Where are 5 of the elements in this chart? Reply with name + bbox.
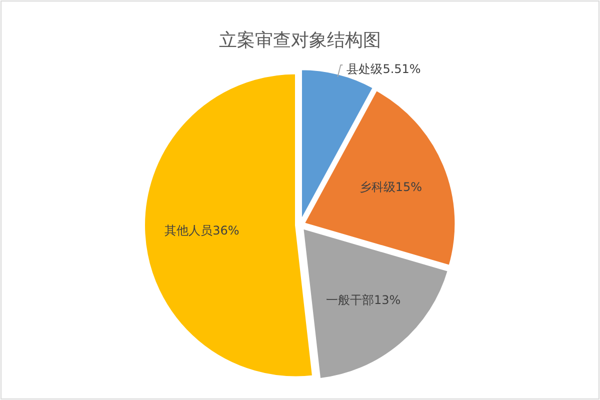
slice-label: 县处级5.51%	[346, 62, 421, 76]
slice-label: 乡科级15%	[359, 180, 422, 194]
chart-title: 立案审查对象结构图	[219, 30, 381, 51]
slice-label: 一般干部13%	[326, 293, 401, 308]
slice-label: 其他人员36%	[164, 224, 240, 238]
